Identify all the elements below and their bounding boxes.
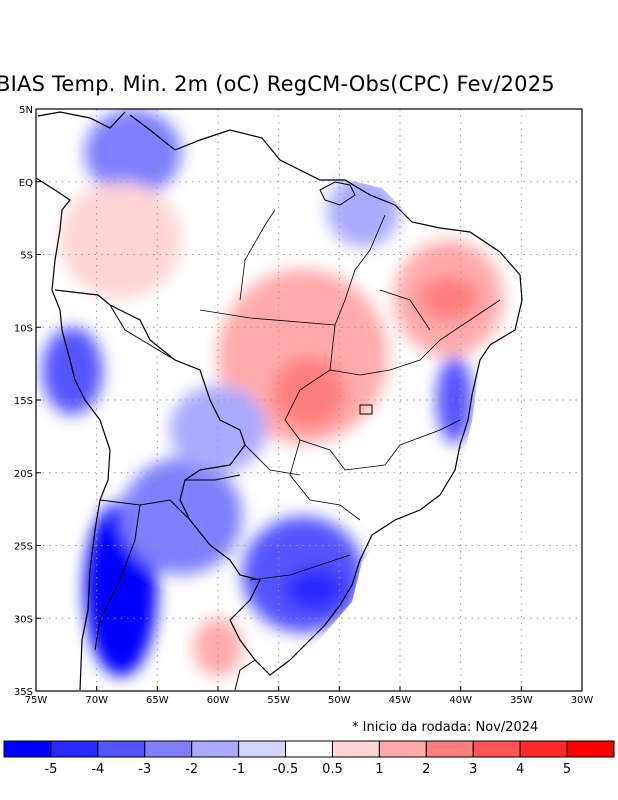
colorbar-label: 4 bbox=[516, 762, 524, 777]
colorbar-label: 1 bbox=[375, 762, 383, 777]
bias-region-argentina-warm bbox=[193, 618, 243, 677]
x-tick-label: 50W bbox=[328, 695, 351, 706]
bias-region-east-coast-cold bbox=[436, 356, 473, 444]
y-tick-label: EQ bbox=[19, 178, 33, 189]
y-tick-label: 5N bbox=[19, 105, 33, 116]
y-tick-label: 35S bbox=[14, 687, 33, 698]
colorbar-label: -2 bbox=[185, 762, 198, 777]
bias-region-chaco-cold bbox=[120, 458, 243, 575]
bias-region-pantanal-cold bbox=[169, 385, 267, 473]
x-tick-label: 30W bbox=[571, 695, 594, 706]
y-tick-label: 30S bbox=[14, 614, 33, 625]
bias-region-northeast-warm-core bbox=[418, 276, 479, 320]
coastline bbox=[35, 111, 126, 691]
x-tick-label: 45W bbox=[389, 695, 412, 706]
axes: 75W 70W 65W 60W 55W 50W 45W 40W 35W 30W 5N EQ 5S 10S 1… bbox=[14, 105, 593, 706]
southern-borders bbox=[94, 304, 256, 691]
colorbar-label: -4 bbox=[91, 762, 104, 777]
colorbar-label: -3 bbox=[138, 762, 151, 777]
x-tick-label: 35W bbox=[510, 695, 533, 706]
x-tick-label: 40W bbox=[449, 695, 472, 706]
map-plot: 75W 70W 65W 60W 55W 50W 45W 40W 35W 30W 5N EQ 5S 10S 1… bbox=[14, 105, 593, 706]
chart-title: BIAS Temp. Min. 2m (oC) RegCM-Obs(CPC) F… bbox=[0, 72, 555, 96]
y-tick-label: 10S bbox=[14, 323, 33, 334]
y-tick-label: 20S bbox=[14, 469, 33, 480]
colorbar-label: -5 bbox=[44, 762, 57, 777]
country-borders bbox=[35, 111, 523, 691]
bias-region-central-warm bbox=[217, 269, 388, 444]
x-tick-label: 60W bbox=[207, 695, 230, 706]
y-tick-label: 15S bbox=[14, 396, 33, 407]
x-tick-label: 75W bbox=[25, 695, 48, 706]
brazil-outline bbox=[54, 114, 523, 676]
y-tick-label: 25S bbox=[14, 542, 33, 553]
colorbar-label: -1 bbox=[232, 762, 245, 777]
colorbar-label: 3 bbox=[469, 762, 477, 777]
colorbar-label: 2 bbox=[422, 762, 430, 777]
x-tick-label: 55W bbox=[267, 695, 290, 706]
y-tick-label: 5S bbox=[20, 251, 33, 262]
gridlines bbox=[36, 109, 582, 691]
x-tick-label: 70W bbox=[85, 695, 108, 706]
island-marajo bbox=[319, 181, 356, 206]
bias-region-south-cold-core bbox=[284, 567, 346, 611]
colorbar-label: 5 bbox=[563, 762, 571, 777]
bias-region-central-warm-core bbox=[272, 356, 346, 430]
colorbar-label: 0.5 bbox=[322, 762, 343, 777]
bias-region-north-east-cold bbox=[327, 174, 400, 248]
bias-region-west-amazon-warm bbox=[60, 181, 182, 299]
colorbar-label: -0.5 bbox=[273, 762, 298, 777]
footnote: * Inicio da rodada: Nov/2024 bbox=[352, 720, 539, 735]
state-borders bbox=[199, 209, 501, 581]
x-tick-label: 65W bbox=[146, 695, 169, 706]
federal-district bbox=[359, 404, 373, 415]
